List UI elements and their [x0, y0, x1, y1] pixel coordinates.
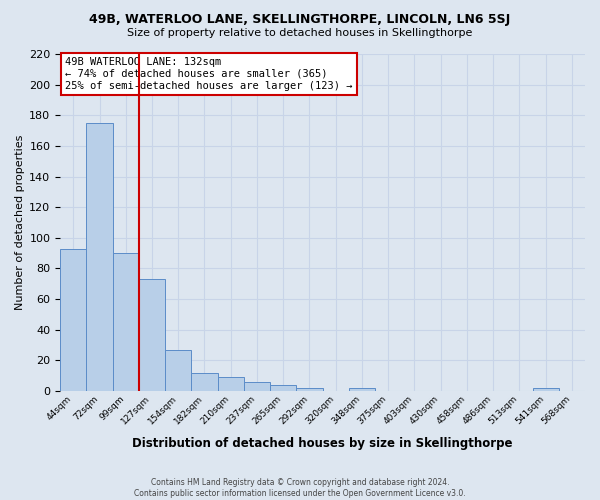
Text: 49B, WATERLOO LANE, SKELLINGTHORPE, LINCOLN, LN6 5SJ: 49B, WATERLOO LANE, SKELLINGTHORPE, LINC…: [89, 12, 511, 26]
Text: 49B WATERLOO LANE: 132sqm
← 74% of detached houses are smaller (365)
25% of semi: 49B WATERLOO LANE: 132sqm ← 74% of detac…: [65, 58, 353, 90]
Bar: [60, 248, 86, 391]
Bar: [349, 388, 375, 391]
Bar: [218, 377, 244, 391]
Bar: [270, 385, 296, 391]
Bar: [191, 372, 218, 391]
Bar: [139, 279, 165, 391]
Bar: [533, 388, 559, 391]
Bar: [244, 382, 270, 391]
Y-axis label: Number of detached properties: Number of detached properties: [15, 135, 25, 310]
Bar: [86, 123, 113, 391]
X-axis label: Distribution of detached houses by size in Skellingthorpe: Distribution of detached houses by size …: [133, 437, 513, 450]
Text: Size of property relative to detached houses in Skellingthorpe: Size of property relative to detached ho…: [127, 28, 473, 38]
Text: Contains HM Land Registry data © Crown copyright and database right 2024.
Contai: Contains HM Land Registry data © Crown c…: [134, 478, 466, 498]
Bar: [113, 253, 139, 391]
Bar: [296, 388, 323, 391]
Bar: [165, 350, 191, 391]
